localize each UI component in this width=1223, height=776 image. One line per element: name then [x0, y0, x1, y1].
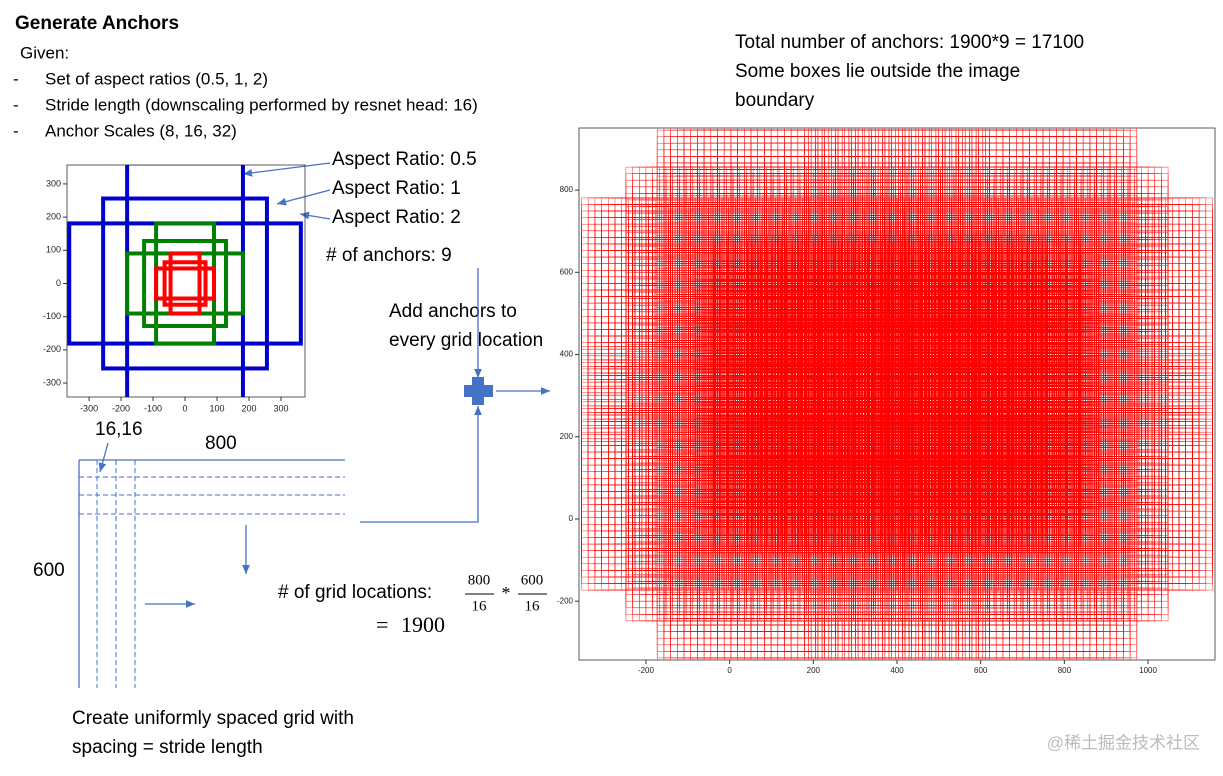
operator: * — [502, 583, 511, 603]
add-anchors: every grid location — [389, 330, 543, 351]
x-tick-label: 100 — [210, 403, 225, 413]
anchor-box — [142, 239, 228, 328]
formula-label: # of grid locations: — [278, 582, 432, 603]
x-tick-label: 400 — [890, 666, 904, 675]
y-tick-label: 400 — [560, 350, 574, 359]
x-tick-label: 200 — [242, 403, 257, 413]
title: Generate Anchors — [15, 13, 179, 34]
bullet-marker: - — [13, 121, 19, 140]
x-tick-label: 0 — [727, 666, 732, 675]
x-tick-label: -100 — [144, 403, 162, 413]
x-tick-label: 0 — [183, 403, 188, 413]
x-tick-label: -200 — [638, 666, 655, 675]
equals: = — [376, 612, 388, 637]
anchor-box — [168, 251, 202, 316]
bullet: Set of aspect ratios (0.5, 1, 2) — [45, 69, 268, 88]
ratio-label: Aspect Ratio: 2 — [332, 207, 461, 228]
bullet: Anchor Scales (8, 16, 32) — [45, 121, 237, 140]
anchor-set — [694, 253, 1100, 535]
caption: spacing = stride length — [72, 737, 263, 758]
anchor-set — [705, 245, 1089, 543]
y-tick-label: 200 — [46, 211, 61, 221]
x-tick-label: 1000 — [1139, 666, 1157, 675]
y-tick-label: 0 — [569, 514, 574, 523]
numerator: 600 — [521, 572, 544, 588]
caption: Create uniformly spaced grid with — [72, 708, 354, 729]
arrow — [98, 442, 109, 473]
bullet: Stride length (downscaling performed by … — [45, 95, 478, 114]
y-tick-label: 100 — [46, 245, 61, 255]
y-tick-label: 200 — [560, 432, 574, 441]
x-tick-label: -300 — [80, 403, 98, 413]
result: 1900 — [401, 612, 445, 637]
y-tick-label: 600 — [560, 267, 574, 276]
total-text: boundary — [735, 90, 815, 111]
anchor-box — [101, 196, 269, 371]
y-tick-label: -200 — [557, 596, 574, 605]
given: Given: — [20, 43, 69, 62]
bullet-marker: - — [13, 95, 19, 114]
y-tick-label: -200 — [43, 344, 61, 354]
y-tick-label: -300 — [43, 377, 61, 387]
plus-icon — [464, 377, 493, 405]
x-tick-label: 200 — [807, 666, 821, 675]
watermark: @稀土掘金技术社区 — [1047, 733, 1200, 752]
arrow — [242, 162, 331, 177]
arrow — [360, 406, 482, 523]
y-tick-label: 800 — [560, 185, 574, 194]
y-tick-label: 300 — [46, 178, 61, 188]
x-tick-label: 600 — [974, 666, 988, 675]
denominator: 16 — [472, 598, 488, 614]
origin-label: 16,16 — [95, 419, 143, 440]
anchor-set — [713, 234, 1081, 554]
numerator: 800 — [468, 572, 491, 588]
ratio-label: Aspect Ratio: 0.5 — [332, 149, 477, 170]
y-tick-label: -100 — [43, 311, 61, 321]
x-tick-label: 800 — [1058, 666, 1072, 675]
width-label: 800 — [205, 433, 237, 454]
arrow — [276, 189, 331, 206]
denominator: 16 — [525, 598, 541, 614]
y-tick-label: 0 — [56, 278, 61, 288]
anchor-count: # of anchors: 9 — [326, 245, 452, 266]
total-text: Total number of anchors: 1900*9 = 17100 — [735, 32, 1084, 53]
x-tick-label: 300 — [273, 403, 288, 413]
height-label: 600 — [33, 560, 65, 581]
anchor-box — [162, 260, 208, 307]
anchor-box — [154, 266, 216, 301]
ratio-label: Aspect Ratio: 1 — [332, 178, 461, 199]
add-anchors: Add anchors to — [389, 301, 517, 322]
total-text: Some boxes lie outside the image — [735, 61, 1020, 82]
x-tick-label: -200 — [112, 403, 130, 413]
bullet-marker: - — [13, 69, 19, 88]
